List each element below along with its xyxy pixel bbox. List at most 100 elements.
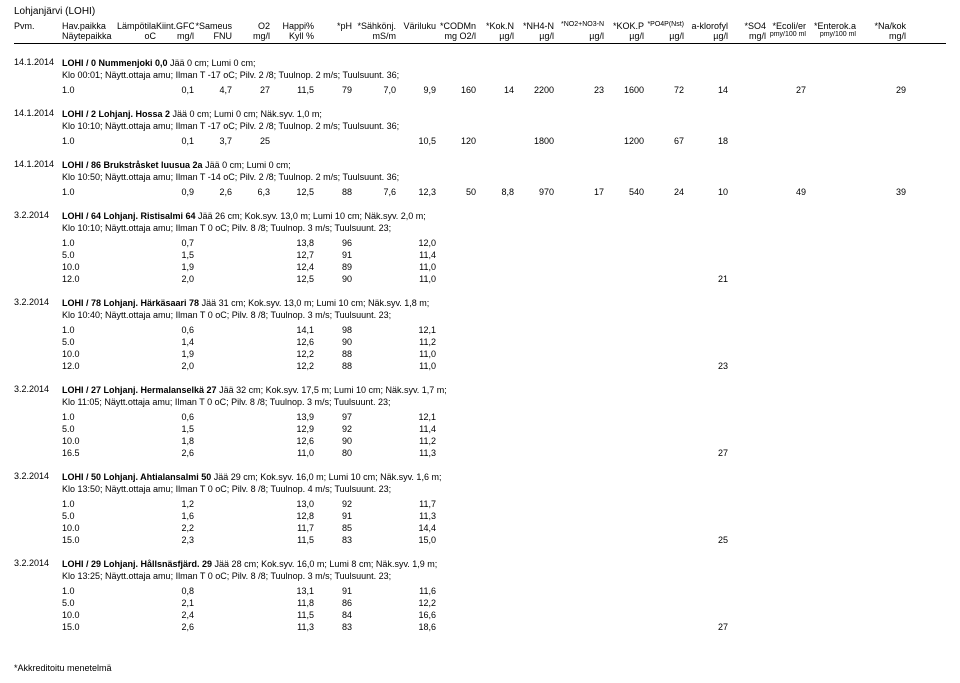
table-cell bbox=[194, 534, 232, 546]
table-cell bbox=[856, 597, 906, 609]
table-cell: 2,1 bbox=[156, 597, 194, 609]
header-cell: *pH bbox=[314, 21, 352, 31]
table-cell bbox=[352, 336, 396, 348]
table-cell bbox=[728, 324, 766, 336]
table-cell bbox=[684, 498, 728, 510]
table-cell bbox=[728, 249, 766, 261]
table-cell: 21 bbox=[684, 273, 728, 285]
table-cell bbox=[766, 237, 806, 249]
table-cell bbox=[232, 348, 270, 360]
sample-date: 3.2.2014 bbox=[14, 558, 62, 568]
table-cell: 5.0 bbox=[62, 597, 112, 609]
table-cell bbox=[14, 348, 62, 360]
table-cell bbox=[906, 336, 946, 348]
table-row: 10.01,812,69011,2 bbox=[14, 435, 946, 447]
measurement-table: 1.00,813,19111,65.02,111,88612,210.02,41… bbox=[14, 585, 946, 633]
table-cell: 4,7 bbox=[194, 84, 232, 96]
table-cell: 15,0 bbox=[396, 534, 436, 546]
site-conditions: Jää 29 cm; Kok.syv. 16,0 m; Lumi 10 cm; … bbox=[211, 472, 441, 482]
table-cell bbox=[14, 324, 62, 336]
table-cell bbox=[232, 411, 270, 423]
table-cell: 96 bbox=[314, 237, 352, 249]
table-cell bbox=[436, 447, 476, 459]
table-cell bbox=[14, 273, 62, 285]
table-cell: 88 bbox=[314, 186, 352, 198]
table-cell: 25 bbox=[232, 135, 270, 147]
table-cell bbox=[766, 447, 806, 459]
table-cell: 13,9 bbox=[270, 411, 314, 423]
table-cell bbox=[352, 237, 396, 249]
table-cell bbox=[352, 435, 396, 447]
table-cell bbox=[728, 609, 766, 621]
header-unit-cell: pmy/100 ml bbox=[806, 31, 856, 44]
table-cell: 0,8 bbox=[156, 585, 194, 597]
sample-date: 3.2.2014 bbox=[14, 210, 62, 220]
table-cell: 1.0 bbox=[62, 237, 112, 249]
table-cell: 1,9 bbox=[156, 348, 194, 360]
table-cell bbox=[112, 522, 156, 534]
table-cell: 0,1 bbox=[156, 84, 194, 96]
block-head-text: LOHI / 27 Lohjanj. Hermalanselkä 27 Jää … bbox=[62, 384, 447, 408]
table-cell bbox=[906, 621, 946, 633]
table-cell bbox=[436, 435, 476, 447]
header-cell: *PO4P(Nst) bbox=[644, 21, 684, 31]
table-cell bbox=[436, 360, 476, 372]
table-cell bbox=[604, 447, 644, 459]
table-cell bbox=[906, 522, 946, 534]
header-cell bbox=[906, 21, 946, 31]
table-cell bbox=[14, 336, 62, 348]
block-head: 3.2.2014LOHI / 50 Lohjanj. Ahtialansalmi… bbox=[14, 471, 946, 495]
table-cell bbox=[806, 435, 856, 447]
table-cell: 11,4 bbox=[396, 423, 436, 435]
table-cell bbox=[514, 522, 554, 534]
table-row: 10.01,912,28811,0 bbox=[14, 348, 946, 360]
header-unit-cell: FNU bbox=[194, 31, 232, 44]
table-cell bbox=[684, 510, 728, 522]
header-unit-cell: µg/l bbox=[476, 31, 514, 44]
table-cell bbox=[436, 249, 476, 261]
table-cell: 83 bbox=[314, 621, 352, 633]
table-cell: 11,3 bbox=[396, 510, 436, 522]
table-cell bbox=[232, 498, 270, 510]
table-cell bbox=[232, 609, 270, 621]
table-cell: 1.0 bbox=[62, 135, 112, 147]
table-row: 5.02,111,88612,2 bbox=[14, 597, 946, 609]
table-cell: 10.0 bbox=[62, 435, 112, 447]
table-cell bbox=[194, 609, 232, 621]
table-cell: 88 bbox=[314, 348, 352, 360]
table-cell: 15.0 bbox=[62, 621, 112, 633]
table-cell bbox=[476, 534, 514, 546]
table-cell bbox=[806, 411, 856, 423]
table-cell bbox=[604, 534, 644, 546]
table-cell bbox=[684, 411, 728, 423]
table-cell bbox=[436, 510, 476, 522]
header-unit-cell bbox=[314, 31, 352, 44]
table-cell bbox=[194, 447, 232, 459]
table-cell: 2,2 bbox=[156, 522, 194, 534]
table-cell bbox=[514, 510, 554, 522]
header-unit-cell: µg/l bbox=[604, 31, 644, 44]
table-cell bbox=[856, 621, 906, 633]
table-cell: 2,0 bbox=[156, 360, 194, 372]
table-cell bbox=[644, 237, 684, 249]
table-cell bbox=[112, 609, 156, 621]
table-cell bbox=[604, 435, 644, 447]
table-cell: 67 bbox=[644, 135, 684, 147]
header-unit-cell bbox=[396, 31, 436, 44]
table-cell: 97 bbox=[314, 411, 352, 423]
table-cell bbox=[112, 237, 156, 249]
header-unit-cell: µg/l bbox=[514, 31, 554, 44]
table-cell bbox=[436, 534, 476, 546]
site-name: LOHI / 86 Brukstråsket luusua 2a bbox=[62, 160, 203, 170]
table-cell bbox=[514, 336, 554, 348]
table-cell bbox=[352, 585, 396, 597]
table-cell bbox=[232, 423, 270, 435]
table-cell: 1.0 bbox=[62, 186, 112, 198]
header-unit-cell: Näytepaikka bbox=[62, 31, 112, 44]
table-cell bbox=[476, 522, 514, 534]
table-cell: 11,6 bbox=[396, 585, 436, 597]
table-cell bbox=[232, 597, 270, 609]
sample-block: 3.2.2014LOHI / 78 Lohjanj. Härkäsaari 78… bbox=[14, 297, 946, 372]
table-cell bbox=[684, 585, 728, 597]
table-cell: 18,6 bbox=[396, 621, 436, 633]
